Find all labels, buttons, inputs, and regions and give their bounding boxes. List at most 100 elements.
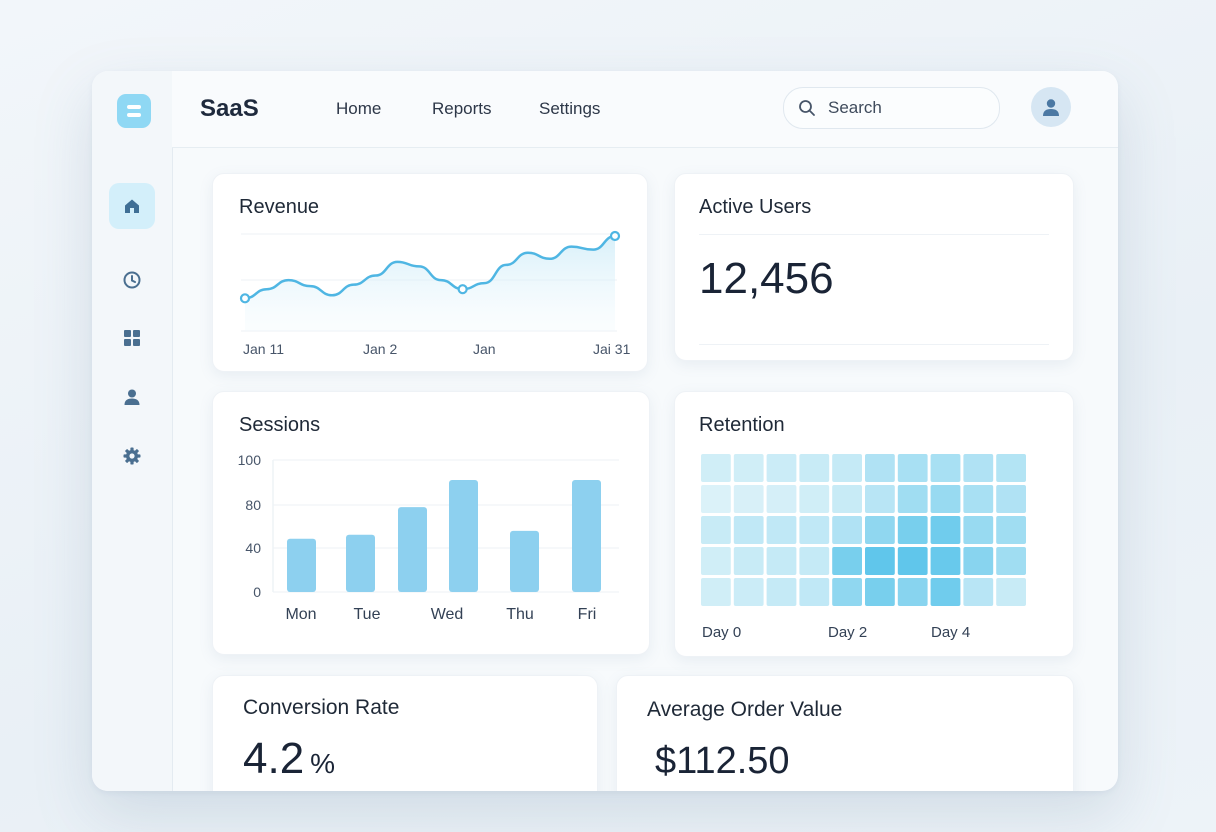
retention-cell[interactable] [799, 547, 830, 575]
nav-home[interactable]: Home [336, 99, 382, 118]
sessions-bar[interactable] [287, 538, 316, 592]
retention-cell[interactable] [766, 454, 797, 482]
retention-cell[interactable] [733, 547, 764, 575]
retention-cell[interactable] [865, 516, 895, 544]
sidebar-item-history[interactable] [109, 257, 155, 303]
top-bar: SaaS Home Reports Settings [172, 71, 1118, 148]
active-users-card: Active Users 12,456 [674, 173, 1074, 361]
aov-title: Average Order Value [647, 698, 843, 721]
sessions-y-tick: 0 [253, 584, 261, 600]
retention-cell[interactable] [733, 485, 764, 513]
sidebar-item-home[interactable] [109, 183, 155, 229]
sessions-bar[interactable] [510, 530, 539, 592]
app-logo-icon [117, 94, 151, 128]
retention-cell[interactable] [733, 516, 764, 544]
conversion-value-wrap: 4.2% [243, 734, 335, 784]
retention-cell[interactable] [930, 516, 961, 544]
sessions-x-label: Wed [431, 606, 464, 623]
retention-cell[interactable] [832, 485, 862, 513]
brand-name: SaaS [200, 95, 259, 122]
sessions-x-label: Mon [285, 606, 316, 623]
revenue-line [243, 234, 617, 300]
sessions-x-label: Thu [506, 606, 534, 623]
retention-cell[interactable] [930, 547, 961, 575]
revenue-point[interactable] [457, 284, 468, 295]
retention-cell[interactable] [799, 454, 830, 482]
conversion-value: 4.2 [243, 734, 305, 783]
retention-cell[interactable] [996, 454, 1026, 482]
retention-cell[interactable] [799, 485, 830, 513]
sessions-bar[interactable] [572, 480, 601, 592]
retention-cell[interactable] [865, 485, 895, 513]
retention-cell[interactable] [766, 547, 797, 575]
sessions-card: Sessions 0 40 80 100 Mon Tue Wed Thu Fri [212, 391, 650, 655]
nav-reports[interactable]: Reports [432, 99, 492, 118]
retention-cell[interactable] [865, 578, 895, 606]
revenue-point[interactable] [239, 293, 251, 304]
sidebar-item-dashboard[interactable] [109, 315, 155, 361]
gear-icon [123, 447, 141, 465]
user-icon [124, 389, 140, 405]
retention-cell[interactable] [865, 454, 895, 482]
app-window: SaaS Home Reports Settings Revenue [92, 71, 1118, 791]
retention-cell[interactable] [832, 578, 862, 606]
retention-cell[interactable] [701, 578, 731, 606]
retention-cell[interactable] [897, 454, 928, 482]
retention-cell[interactable] [897, 547, 928, 575]
retention-cell[interactable] [897, 485, 928, 513]
retention-x-label: Day 0 [702, 624, 741, 641]
aov-card: Average Order Value $112.50 [616, 675, 1074, 791]
retention-cell[interactable] [897, 516, 928, 544]
retention-cell[interactable] [766, 485, 797, 513]
sidebar [92, 71, 173, 791]
nav-settings[interactable]: Settings [539, 99, 601, 118]
retention-cell[interactable] [963, 547, 994, 575]
conversion-card: Conversion Rate 4.2% [212, 675, 598, 791]
retention-cell[interactable] [799, 516, 830, 544]
retention-cell[interactable] [701, 516, 731, 544]
retention-card: Retention Day 0 Day 2 Day 4 [674, 391, 1074, 657]
retention-cell[interactable] [832, 516, 862, 544]
retention-cell[interactable] [963, 454, 994, 482]
aov-value: $112.50 [655, 740, 790, 782]
retention-cell[interactable] [930, 454, 961, 482]
search-box[interactable] [783, 87, 1000, 129]
retention-cell[interactable] [701, 454, 731, 482]
retention-cell[interactable] [996, 516, 1026, 544]
sessions-bar[interactable] [346, 534, 375, 592]
retention-cell[interactable] [733, 578, 764, 606]
retention-cell[interactable] [963, 485, 994, 513]
retention-cell[interactable] [996, 578, 1026, 606]
revenue-card: Revenue Jan 11 Jan 2 Jan Jai 31 [212, 173, 648, 372]
retention-cell[interactable] [733, 454, 764, 482]
retention-cell[interactable] [701, 547, 731, 575]
retention-cell[interactable] [930, 578, 961, 606]
revenue-point[interactable] [609, 230, 621, 242]
retention-cell[interactable] [799, 578, 830, 606]
retention-cell[interactable] [832, 454, 862, 482]
retention-cell[interactable] [963, 516, 994, 544]
clock-icon [123, 271, 141, 289]
retention-cell[interactable] [865, 547, 895, 575]
revenue-area [245, 236, 615, 331]
search-input[interactable] [826, 97, 990, 119]
active-users-title: Active Users [699, 196, 812, 218]
retention-cell[interactable] [897, 578, 928, 606]
avatar[interactable] [1031, 87, 1071, 127]
retention-cell[interactable] [832, 547, 862, 575]
retention-cell[interactable] [766, 578, 797, 606]
retention-cell[interactable] [766, 516, 797, 544]
retention-cell[interactable] [930, 485, 961, 513]
sidebar-item-settings[interactable] [109, 433, 155, 479]
sidebar-item-users[interactable] [109, 374, 155, 420]
revenue-x-label: Jan 11 [243, 341, 284, 357]
sessions-bar[interactable] [398, 507, 427, 592]
revenue-x-label: Jai 31 [593, 341, 631, 357]
retention-heatmap: Day 0 Day 2 Day 4 [701, 454, 1026, 641]
retention-cell[interactable] [701, 485, 731, 513]
retention-x-label: Day 4 [931, 624, 970, 641]
retention-cell[interactable] [996, 485, 1026, 513]
sessions-bar[interactable] [449, 480, 478, 592]
retention-cell[interactable] [996, 547, 1026, 575]
retention-cell[interactable] [963, 578, 994, 606]
